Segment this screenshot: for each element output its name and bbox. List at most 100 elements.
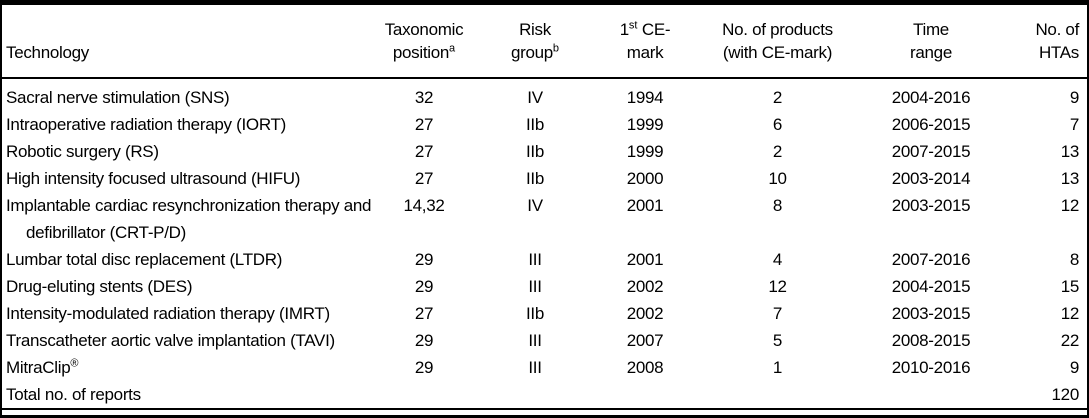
cell-time-range: 2003-2015: [891, 304, 971, 323]
cell-technology: Lumbar total disc replacement (LTDR): [6, 250, 283, 269]
cell-time-range: 2006-2015: [891, 115, 971, 134]
cell-products: 6: [772, 115, 783, 134]
cell-htas: 7: [1069, 115, 1079, 134]
cell-first-ce-mark: 2001: [626, 196, 664, 215]
cell-risk-group: IIb: [525, 304, 544, 323]
cell-htas: 13: [1060, 169, 1080, 188]
cell-risk-group: IV: [527, 88, 543, 107]
table-row: Lumbar total disc replacement (LTDR) 29 …: [2, 246, 1087, 273]
cell-first-ce-mark: 2008: [626, 358, 664, 377]
header-label-taxonomic-line2: positiona: [368, 41, 480, 64]
cell-technology: Robotic surgery (RS): [6, 142, 159, 161]
cell-technology: Sacral nerve stimulation (SNS): [6, 88, 230, 107]
header-text-ce-num: 1: [619, 20, 629, 39]
header-label-taxonomic-line1: Taxonomic: [384, 20, 464, 39]
cell-taxonomic-position: 29: [414, 331, 434, 350]
cell-products: 5: [772, 331, 783, 350]
cell-taxonomic-position: 27: [414, 115, 434, 134]
header-label-ce-line1: 1st CE-: [590, 18, 700, 41]
cell-time-range: 2007-2015: [891, 142, 971, 161]
ordinal-superscript-st: st: [628, 19, 638, 32]
cell-time-range: 2003-2015: [891, 196, 971, 215]
header-text-position: position: [392, 43, 450, 62]
cell-products: 7: [772, 304, 783, 323]
cell-htas: 12: [1060, 196, 1080, 215]
cell-products: 12: [768, 277, 787, 296]
table-row: Implantable cardiac resynchronization th…: [2, 192, 1087, 246]
cell-technology: Intraoperative radiation therapy (IORT): [6, 115, 286, 134]
cell-first-ce-mark: 2000: [626, 169, 664, 188]
cell-time-range: 2007-2016: [891, 250, 971, 269]
cell-technology: Drug-eluting stents (DES): [6, 277, 193, 296]
cell-risk-group: IV: [527, 196, 543, 215]
table-row: Drug-eluting stents (DES) 29 III 2002 12…: [2, 273, 1087, 300]
header-text-ce-rest: CE-: [637, 20, 671, 39]
cell-time-range: 2004-2015: [891, 277, 971, 296]
cell-htas: 22: [1060, 331, 1080, 350]
header-label-ce-line2: mark: [626, 43, 664, 62]
cell-first-ce-mark: 1999: [626, 142, 664, 161]
cell-htas: 8: [1069, 250, 1079, 269]
table-header: Technology Taxonomic positiona Risk grou…: [2, 5, 1087, 79]
column-header-technology: Technology: [2, 5, 368, 79]
technology-name: MitraClip: [6, 358, 71, 377]
table-row: Sacral nerve stimulation (SNS) 32 IV 199…: [2, 78, 1087, 111]
header-label-products-line1: No. of products: [722, 20, 833, 39]
total-row: Total no. of reports 120: [2, 381, 1087, 409]
cell-first-ce-mark: 1994: [626, 88, 664, 107]
cell-products: 8: [772, 196, 783, 215]
cell-products: 2: [772, 142, 783, 161]
header-label-risk-line2: groupb: [480, 41, 590, 64]
table-row: MitraClip® 29 III 2008 1 2010-2016 9: [2, 354, 1087, 381]
header-row: Technology Taxonomic positiona Risk grou…: [2, 5, 1087, 79]
cell-first-ce-mark: 2002: [626, 304, 664, 323]
cell-technology: Intensity-modulated radiation therapy (I…: [6, 304, 330, 323]
cell-time-range: 2004-2016: [891, 88, 971, 107]
cell-products: 1: [772, 358, 783, 377]
cell-taxonomic-position: 32: [414, 88, 434, 107]
cell-htas: 15: [1060, 277, 1080, 296]
cell-taxonomic-position: 14,32: [403, 196, 445, 215]
total-htas-value: 120: [1051, 385, 1080, 404]
cell-taxonomic-position: 27: [414, 304, 434, 323]
header-label-time-line1: Time: [913, 20, 949, 39]
header-label-risk-line1: Risk: [519, 20, 551, 39]
cell-risk-group: III: [528, 358, 542, 377]
cell-technology: Implantable cardiac resynchronization th…: [2, 192, 372, 246]
column-header-first-ce-mark: 1st CE- mark: [590, 5, 700, 79]
header-label-time-line2: range: [910, 43, 952, 62]
cell-first-ce-mark: 2002: [626, 277, 664, 296]
cell-first-ce-mark: [590, 381, 700, 409]
table-row: Robotic surgery (RS) 27 IIb 1999 2 2007-…: [2, 138, 1087, 165]
table-body: Sacral nerve stimulation (SNS) 32 IV 199…: [2, 78, 1087, 409]
cell-htas: 12: [1060, 304, 1080, 323]
footnote-marker-b: b: [552, 42, 560, 55]
total-label: Total no. of reports: [6, 385, 141, 404]
cell-first-ce-mark: 2001: [626, 250, 664, 269]
header-label-htas-line1: No. of: [1035, 20, 1079, 39]
column-header-products: No. of products (with CE-mark): [700, 5, 855, 79]
header-label-technology: Technology: [6, 43, 90, 62]
column-header-time-range: Time range: [855, 5, 1007, 79]
cell-risk-group: III: [528, 250, 542, 269]
cell-time-range: 2008-2015: [891, 331, 971, 350]
cell-technology: MitraClip®: [2, 354, 368, 381]
cell-htas: 13: [1060, 142, 1080, 161]
cell-products: 2: [772, 88, 783, 107]
cell-technology: Transcatheter aortic valve implantation …: [6, 331, 335, 350]
cell-taxonomic-position: 27: [414, 169, 434, 188]
cell-taxonomic-position: 29: [414, 277, 434, 296]
hta-technologies-table: Technology Taxonomic positiona Risk grou…: [2, 5, 1087, 410]
table-row: High intensity focused ultrasound (HIFU)…: [2, 165, 1087, 192]
cell-htas: 9: [1069, 88, 1079, 107]
cell-technology: High intensity focused ultrasound (HIFU): [6, 169, 301, 188]
cell-first-ce-mark: 2007: [626, 331, 664, 350]
footnote-marker-a: a: [449, 42, 456, 55]
cell-risk-group: IIb: [525, 142, 544, 161]
table-row: Intensity-modulated radiation therapy (I…: [2, 300, 1087, 327]
cell-risk-group: IIb: [525, 115, 544, 134]
technology-line1: Implantable cardiac resynchronization th…: [6, 196, 372, 215]
table-row: Transcatheter aortic valve implantation …: [2, 327, 1087, 354]
cell-products: 4: [772, 250, 783, 269]
